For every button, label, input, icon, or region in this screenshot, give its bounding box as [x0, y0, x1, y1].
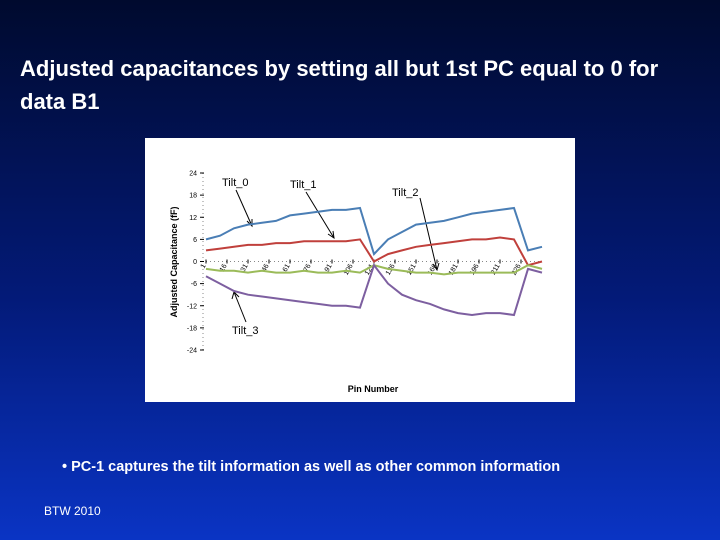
- x-axis-label: Pin Number: [348, 384, 399, 394]
- y-tick-label: 18: [189, 193, 197, 200]
- x-tick-label: 91: [324, 263, 334, 273]
- x-tick-label: 151: [406, 263, 418, 277]
- slide-title: Adjusted capacitances by setting all but…: [20, 56, 659, 114]
- y-tick-label: 12: [189, 215, 197, 222]
- x-tick-label: 121: [364, 263, 376, 277]
- x-tick-label: 181: [448, 263, 460, 277]
- series-line: [205, 206, 543, 257]
- series-label: Tilt_2: [392, 187, 419, 199]
- y-tick-label: -6: [191, 281, 197, 288]
- x-tick-label: 76: [303, 263, 313, 273]
- x-tick-label: 61: [282, 263, 292, 273]
- y-tick-label: 24: [189, 171, 197, 178]
- y-tick-label: 6: [193, 237, 197, 244]
- x-tick-label: 226: [511, 263, 523, 277]
- x-tick-label: 16: [219, 263, 229, 273]
- series-label: Tilt_0: [222, 177, 249, 189]
- y-axis-label: Adjusted Capacitance (fF): [169, 206, 179, 317]
- x-tick-label: 31: [240, 263, 250, 273]
- annotation-arrows: [231, 189, 440, 323]
- x-tick-label: 166: [427, 263, 439, 277]
- y-tick-label: -24: [187, 348, 197, 355]
- series-line: [205, 263, 543, 317]
- bullet-text: PC-1 captures the tilt information as we…: [71, 459, 561, 475]
- y-tick-label: -18: [187, 325, 197, 332]
- y-tick-label: 0: [193, 259, 197, 266]
- x-tick-label: 196: [469, 263, 481, 277]
- footer: BTW 2010: [44, 504, 101, 518]
- x-tick-label: 1: [200, 263, 208, 270]
- series-line: [205, 236, 543, 267]
- x-tick-label: 211: [490, 263, 502, 276]
- series-label: Tilt_1: [290, 179, 317, 191]
- bullet: • PC-1 captures the tilt information as …: [62, 459, 561, 475]
- y-tick-label: -12: [187, 303, 197, 310]
- x-tick-label: 106: [343, 263, 355, 277]
- x-tick-label: 46: [261, 263, 271, 273]
- series-label: Tilt_3: [232, 325, 259, 337]
